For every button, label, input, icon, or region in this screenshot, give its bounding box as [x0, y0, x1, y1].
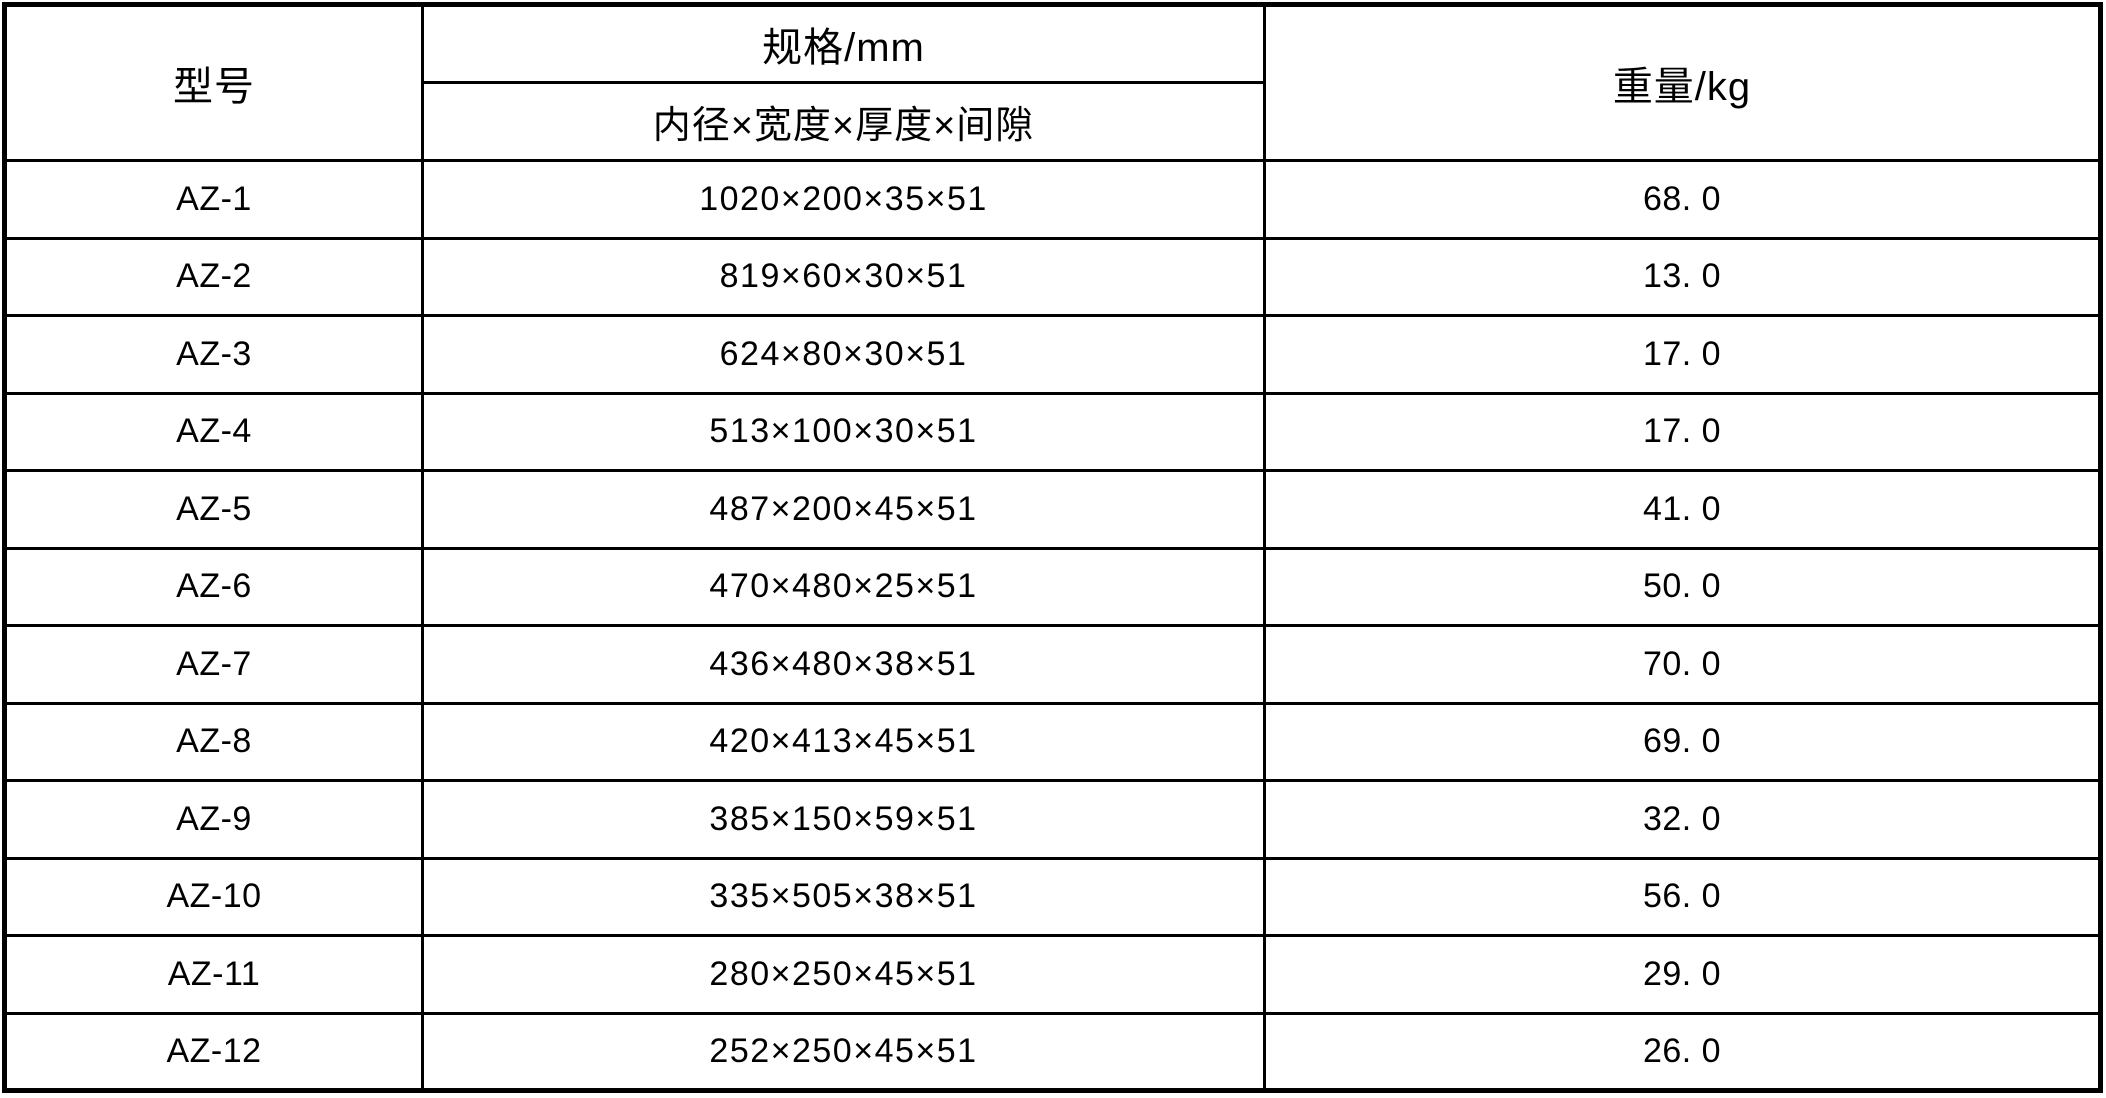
weight-cell: 13. 0: [1263, 236, 2102, 317]
column-header-model: 型号: [3, 3, 424, 162]
weight-cell: 17. 0: [1263, 314, 2102, 395]
table-row: AZ-12 252×250×45×51 26. 0: [3, 1011, 2102, 1092]
column-header-spec-sub: 内径×宽度×厚度×间隙: [421, 81, 1266, 162]
table-row: AZ-7 436×480×38×51 70. 0: [3, 624, 2102, 705]
model-cell: AZ-3: [3, 314, 424, 395]
header-row-sub: 内径×宽度×厚度×间隙: [5, 81, 2101, 162]
weight-cell: 17. 0: [1263, 391, 2102, 472]
spec-cell: 385×150×59×51: [421, 779, 1266, 860]
table-row: AZ-1 1020×200×35×51 68. 0: [3, 159, 2102, 240]
model-cell: AZ-8: [3, 701, 424, 782]
spec-cell: 819×60×30×51: [421, 236, 1266, 317]
model-cell: AZ-5: [3, 469, 424, 550]
table-row: AZ-9 385×150×59×51 32. 0: [3, 779, 2102, 860]
spec-cell: 487×200×45×51: [421, 469, 1266, 550]
spec-cell: 624×80×30×51: [421, 314, 1266, 395]
table-header: 型号 规格/mm 重量/kg 内径×宽度×厚度×间隙: [3, 3, 2102, 162]
model-cell: AZ-10: [3, 856, 424, 937]
model-cell: AZ-6: [3, 546, 424, 627]
model-cell: AZ-7: [3, 624, 424, 705]
header-row-top: 型号 规格/mm 重量/kg: [3, 3, 2102, 162]
weight-cell: 68. 0: [1263, 159, 2102, 240]
weight-cell: 29. 0: [1263, 934, 2102, 1015]
weight-cell: 32. 0: [1263, 779, 2102, 860]
spec-cell: 470×480×25×51: [421, 546, 1266, 627]
table-row: AZ-6 470×480×25×51 50. 0: [3, 546, 2102, 627]
table-row: AZ-5 487×200×45×51 41. 0: [3, 469, 2102, 550]
spec-cell: 420×413×45×51: [421, 701, 1266, 782]
model-cell: AZ-12: [3, 1011, 424, 1092]
spec-cell: 280×250×45×51: [421, 934, 1266, 1015]
spec-cell: 252×250×45×51: [421, 1011, 1266, 1092]
table-row: AZ-8 420×413×45×51 69. 0: [3, 701, 2102, 782]
table-row: AZ-11 280×250×45×51 29. 0: [3, 934, 2102, 1015]
model-cell: AZ-9: [3, 779, 424, 860]
spec-cell: 335×505×38×51: [421, 856, 1266, 937]
weight-cell: 50. 0: [1263, 546, 2102, 627]
table-row: AZ-2 819×60×30×51 13. 0: [3, 236, 2102, 317]
spec-cell: 436×480×38×51: [421, 624, 1266, 705]
model-cell: AZ-4: [3, 391, 424, 472]
weight-cell: 70. 0: [1263, 624, 2102, 705]
table-body: AZ-1 1020×200×35×51 68. 0 AZ-2 819×60×30…: [3, 159, 2102, 1092]
model-cell: AZ-2: [3, 236, 424, 317]
table-row: AZ-4 513×100×30×51 17. 0: [3, 391, 2102, 472]
weight-cell: 56. 0: [1263, 856, 2102, 937]
column-header-weight: 重量/kg: [1263, 3, 2102, 162]
weight-cell: 26. 0: [1263, 1011, 2102, 1092]
model-cell: AZ-11: [3, 934, 424, 1015]
weight-cell: 41. 0: [1263, 469, 2102, 550]
model-cell: AZ-1: [3, 159, 424, 240]
column-header-spec-group: 规格/mm: [421, 3, 1266, 84]
spec-cell: 1020×200×35×51: [421, 159, 1266, 240]
table-row: AZ-3 624×80×30×51 17. 0: [3, 314, 2102, 395]
spec-cell: 513×100×30×51: [421, 391, 1266, 472]
table-row: AZ-10 335×505×38×51 56. 0: [3, 856, 2102, 937]
weight-cell: 69. 0: [1263, 701, 2102, 782]
